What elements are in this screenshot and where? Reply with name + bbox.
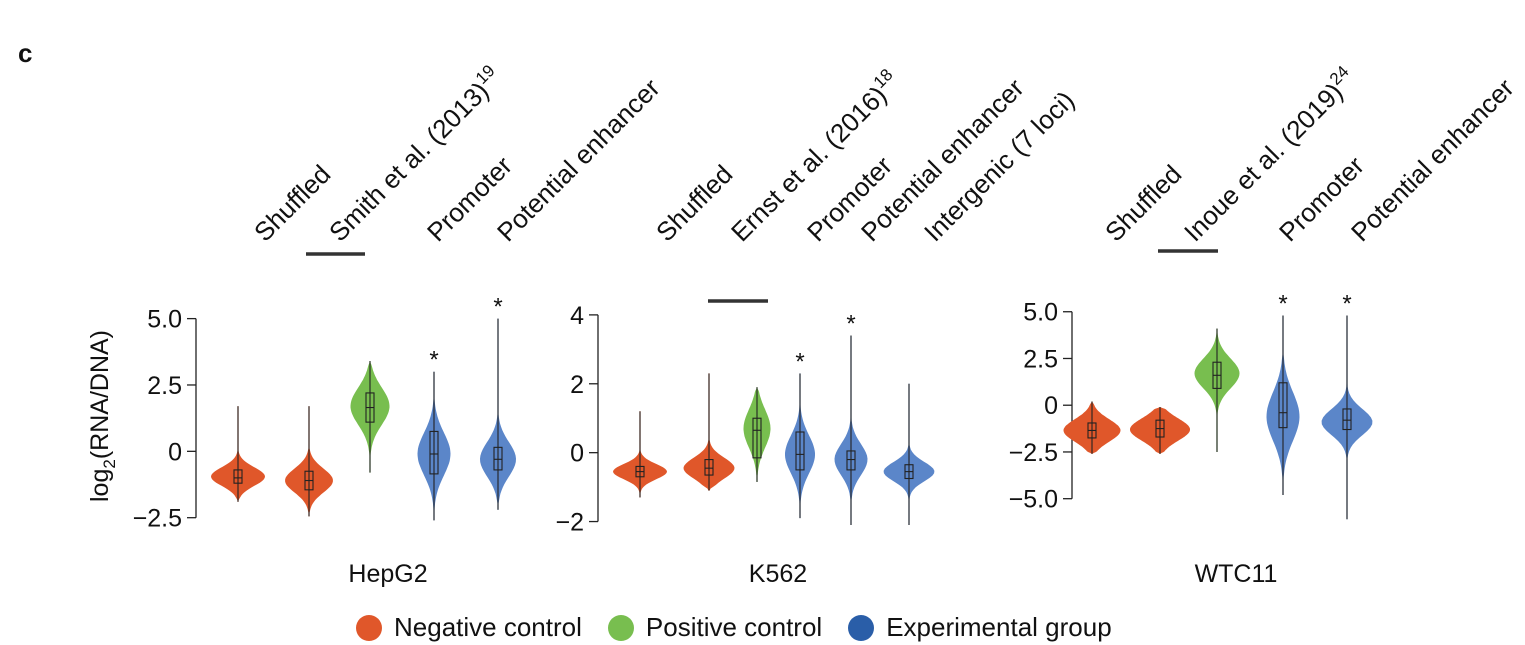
category-label: Potential enhancer bbox=[1345, 72, 1520, 247]
violin-box bbox=[429, 430, 439, 475]
panel-letter: c bbox=[18, 38, 33, 68]
significance-star: * bbox=[1278, 290, 1287, 317]
y-tick-label: 5.0 bbox=[147, 306, 182, 334]
category-label: Potential enhancer bbox=[491, 72, 666, 247]
panel-title: WTC11 bbox=[1195, 560, 1278, 588]
legend-item-experimental: Experimental group bbox=[848, 612, 1112, 643]
legend-label: Positive control bbox=[645, 612, 823, 642]
y-tick-label: −2.5 bbox=[133, 505, 182, 533]
y-tick-label: 2.5 bbox=[1023, 345, 1058, 373]
significance-star: * bbox=[429, 347, 438, 374]
category-label: Smith et al. (2013)19 bbox=[322, 61, 508, 247]
significance-star: * bbox=[1342, 290, 1351, 317]
category-label: Shuffled bbox=[1099, 159, 1187, 247]
y-tick-label: −2 bbox=[555, 509, 584, 537]
category-label: Shuffled bbox=[248, 159, 336, 247]
y-tick-label: 5.0 bbox=[1023, 299, 1058, 327]
legend-swatch bbox=[607, 614, 634, 641]
legend-item-negative: Negative control bbox=[356, 612, 582, 643]
category-label: Inoue et al. (2019)24 bbox=[1177, 62, 1362, 247]
violin-box bbox=[795, 431, 805, 471]
violin-box bbox=[704, 459, 714, 476]
y-tick-label: 2.5 bbox=[147, 372, 182, 400]
y-tick-label: 0 bbox=[1044, 392, 1058, 420]
violin-box bbox=[1342, 408, 1352, 431]
violin-box bbox=[233, 469, 243, 484]
legend-swatch bbox=[356, 614, 382, 641]
significance-star: * bbox=[846, 311, 855, 338]
y-tick-label: 0 bbox=[570, 440, 584, 468]
legend-label: Experimental group bbox=[886, 612, 1112, 642]
panel-title: HepG2 bbox=[348, 560, 427, 588]
legend-swatch bbox=[848, 614, 875, 641]
legend-item-positive: Positive control bbox=[607, 612, 823, 643]
violin-box bbox=[846, 450, 856, 471]
significance-star: * bbox=[493, 294, 502, 321]
y-tick-label: −2.5 bbox=[1009, 439, 1058, 467]
violin-box bbox=[1278, 382, 1288, 429]
y-tick-label: 0 bbox=[168, 438, 182, 466]
y-tick-label: −5.0 bbox=[1009, 486, 1058, 514]
y-axis-label: log2(RNA/DNA) bbox=[86, 330, 119, 502]
y-tick-label: 4 bbox=[570, 302, 584, 330]
violin-box bbox=[493, 446, 503, 471]
category-label: Shuffled bbox=[650, 159, 738, 247]
y-tick-label: 2 bbox=[570, 371, 584, 399]
panel-title: K562 bbox=[749, 560, 807, 588]
legend: Negative control Positive control Experi… bbox=[356, 612, 1138, 643]
legend-label: Negative control bbox=[394, 612, 582, 642]
significance-star: * bbox=[795, 348, 804, 375]
violin-box bbox=[752, 417, 762, 459]
